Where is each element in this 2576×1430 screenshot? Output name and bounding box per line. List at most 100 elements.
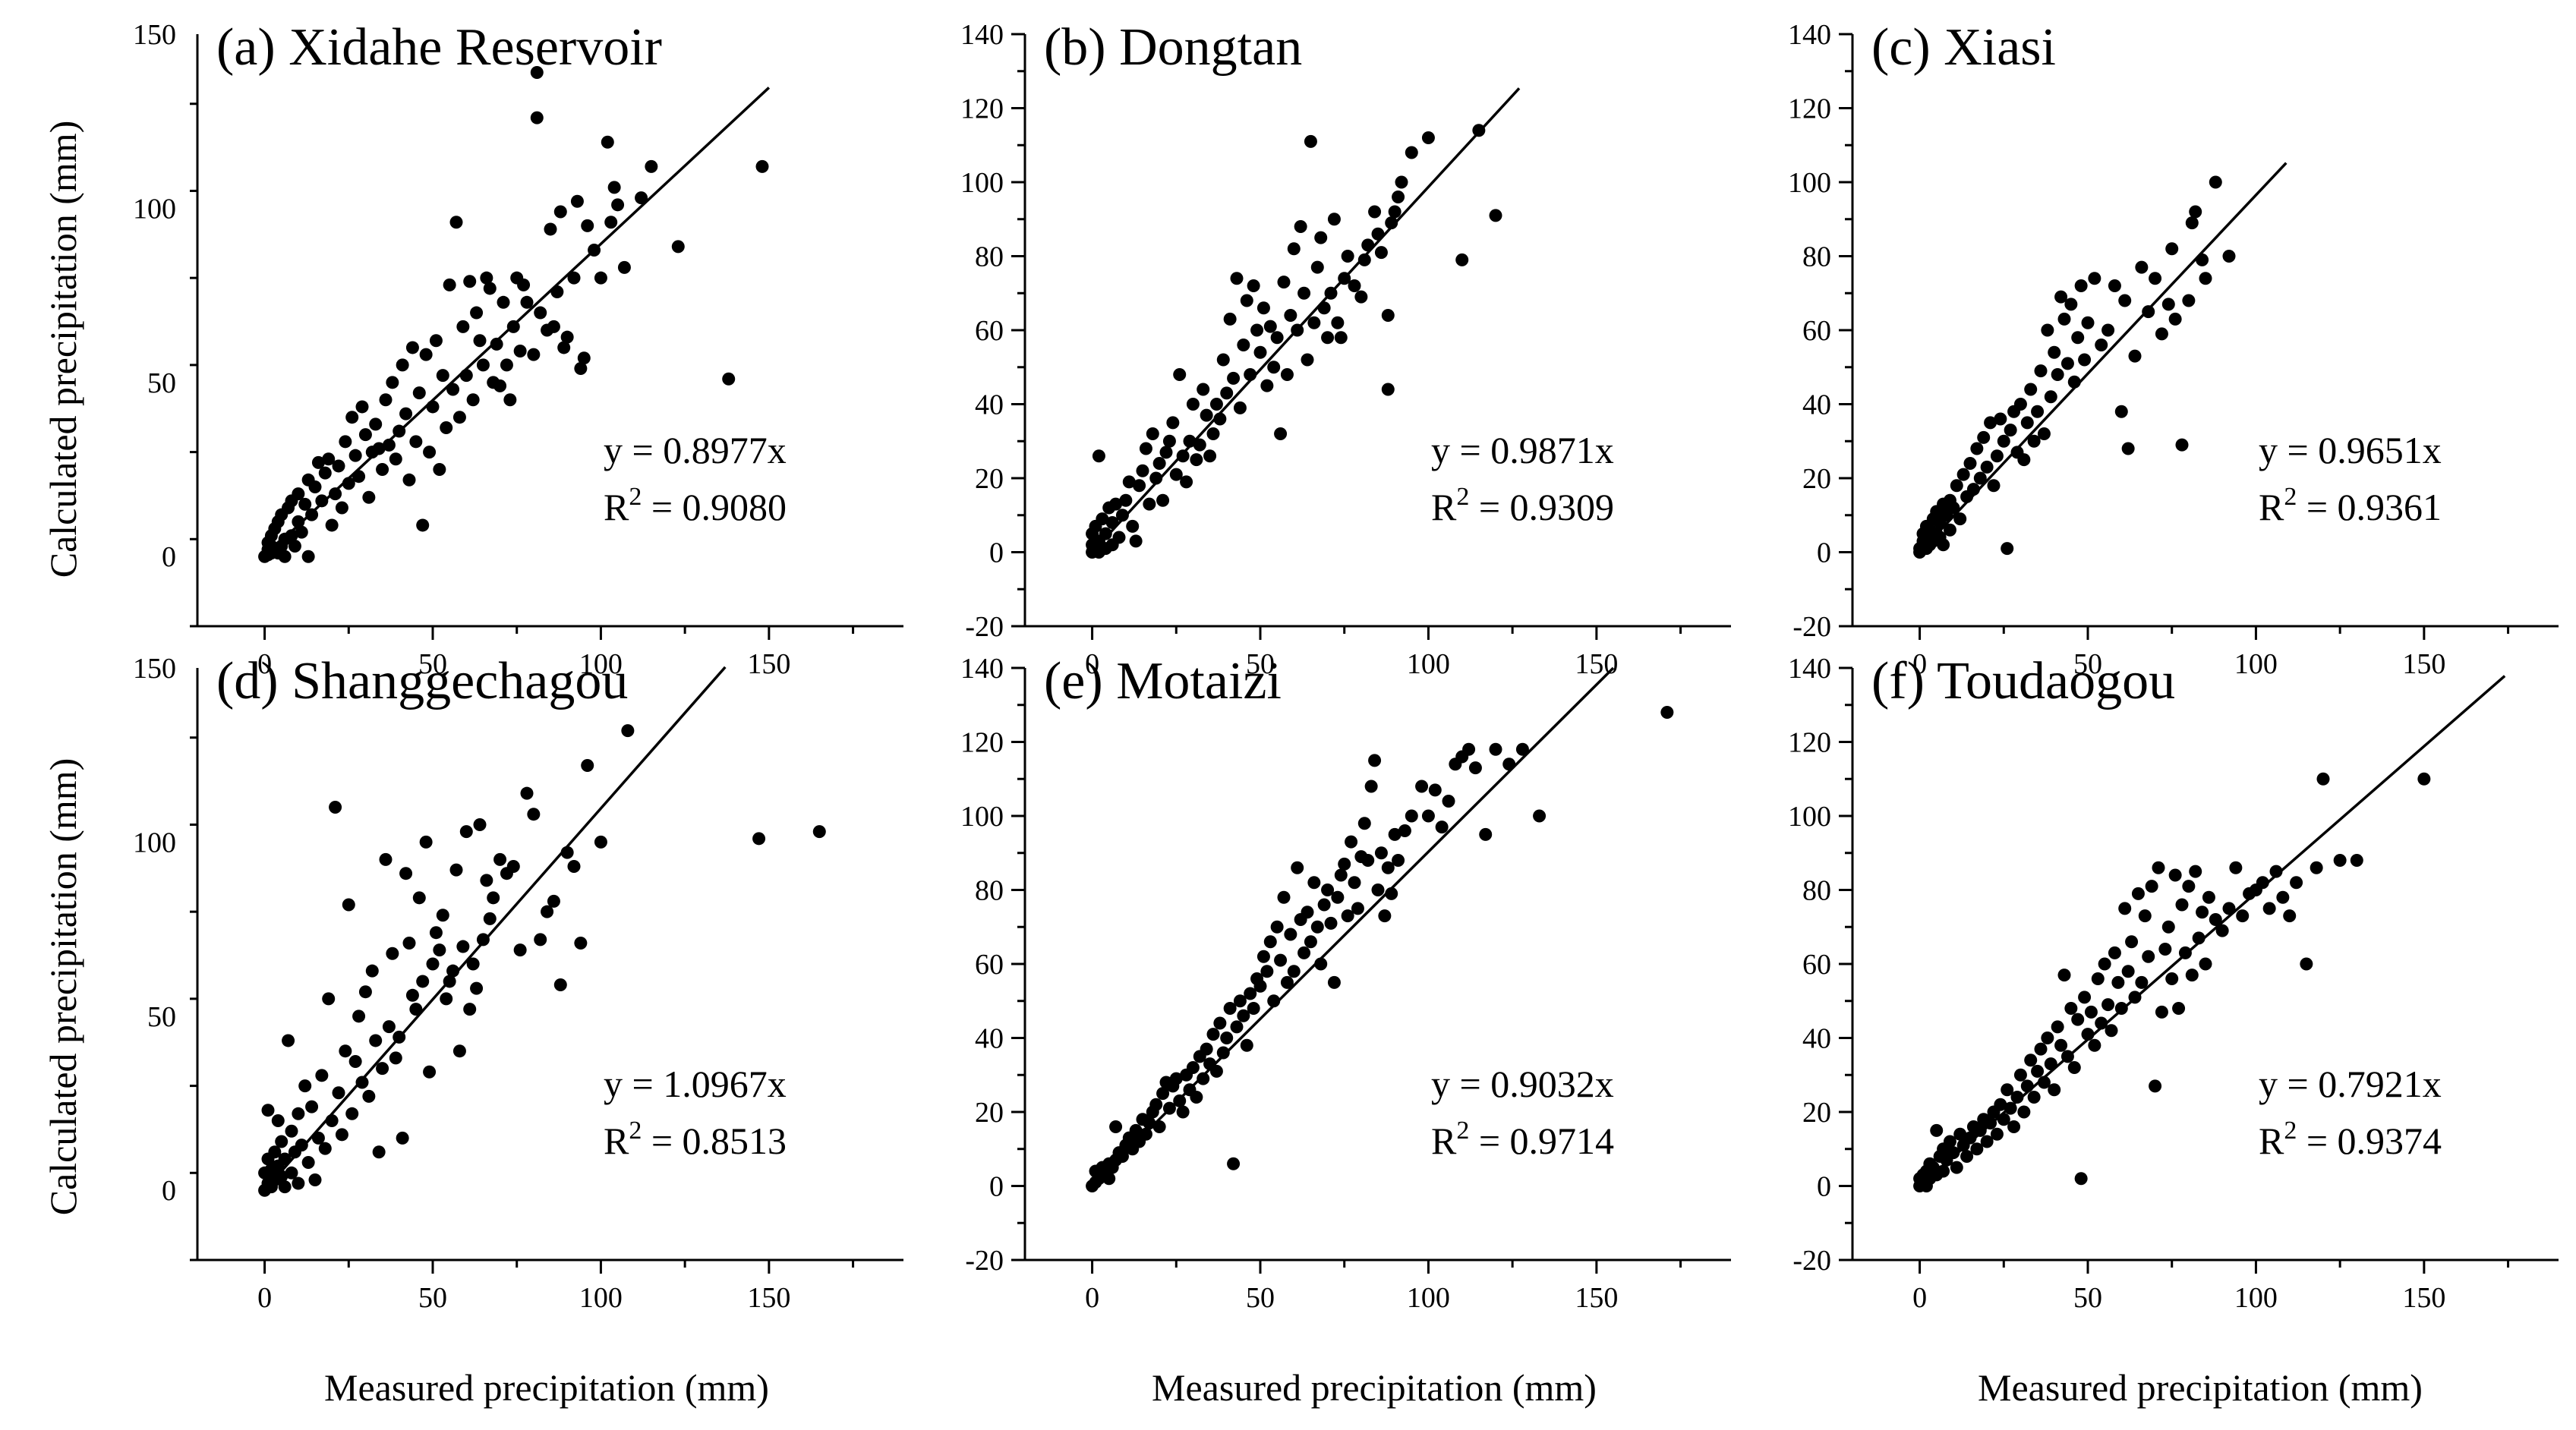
panel-5: -20 0 20 40 60 80 100 120 140 0 50 100 150 (e) Motaiz… xyxy=(960,652,1731,1314)
data-point xyxy=(671,240,685,254)
data-point xyxy=(1186,1061,1200,1074)
y-tick-label: 0 xyxy=(1817,537,1831,569)
data-point xyxy=(412,386,426,400)
data-point xyxy=(1421,809,1435,823)
data-point xyxy=(2088,272,2101,285)
data-point xyxy=(617,260,631,274)
data-point xyxy=(379,852,393,866)
data-point xyxy=(452,411,466,424)
data-point xyxy=(1388,205,1402,219)
data-point xyxy=(443,278,456,291)
data-point xyxy=(1115,509,1129,522)
y-tick-label: 20 xyxy=(975,463,1004,495)
data-point xyxy=(329,801,342,814)
data-point xyxy=(311,455,325,469)
data-point xyxy=(570,194,584,208)
data-point xyxy=(1334,868,1348,882)
data-point xyxy=(1237,339,1250,351)
data-point xyxy=(1385,887,1398,900)
data-point xyxy=(1253,345,1267,359)
data-point xyxy=(352,470,366,483)
data-point xyxy=(1392,854,1405,867)
data-point xyxy=(301,1156,315,1170)
y-tick-label: 20 xyxy=(975,1097,1004,1129)
x-tick-label: 0 xyxy=(1085,1282,1099,1314)
data-point xyxy=(1216,1046,1230,1060)
data-point xyxy=(1291,323,1304,337)
data-point xyxy=(567,860,581,874)
data-point xyxy=(2034,364,2048,378)
data-point xyxy=(1468,761,1482,775)
data-point xyxy=(2098,957,2111,971)
data-point xyxy=(2209,913,2222,926)
data-point xyxy=(295,1139,308,1152)
data-point xyxy=(2128,991,2142,1004)
data-point xyxy=(449,863,463,877)
data-point xyxy=(1515,742,1529,756)
data-point xyxy=(1990,1127,2004,1141)
x-axis-title-middle: Measured precipitation (mm) xyxy=(1152,1366,1597,1409)
data-point xyxy=(1984,416,1997,430)
data-point xyxy=(1109,1120,1123,1133)
data-point xyxy=(1357,253,1371,266)
data-point xyxy=(466,957,480,971)
data-point xyxy=(2290,876,2303,890)
data-point xyxy=(2152,861,2165,874)
data-point xyxy=(581,758,594,772)
data-point xyxy=(1105,516,1119,529)
data-point xyxy=(345,1107,359,1120)
data-point xyxy=(325,1113,339,1127)
data-point xyxy=(1277,276,1291,289)
data-point xyxy=(2189,865,2202,878)
data-point xyxy=(369,1034,383,1047)
r-squared: R2 = 0.9080 xyxy=(604,483,787,528)
data-point xyxy=(1256,301,1270,315)
data-point xyxy=(1381,861,1395,874)
data-point xyxy=(2300,957,2313,971)
data-point xyxy=(1317,301,1331,315)
y-tick-label: 100 xyxy=(1788,801,1831,833)
y-tick-label: 40 xyxy=(1802,389,1831,421)
data-point xyxy=(1227,371,1241,385)
data-point xyxy=(362,1089,376,1103)
data-point xyxy=(1947,1146,1960,1160)
x-tick-label: 50 xyxy=(2073,648,2102,680)
data-point xyxy=(348,1054,362,1068)
data-point xyxy=(322,992,336,1006)
data-point xyxy=(2131,887,2145,900)
data-point xyxy=(544,222,557,236)
data-point xyxy=(1321,331,1335,345)
data-point xyxy=(560,846,574,859)
data-point xyxy=(2161,298,2175,311)
x-tick-label: 100 xyxy=(2234,648,2278,680)
data-point xyxy=(2168,868,2182,882)
data-point xyxy=(446,964,460,978)
y-axis-title-top: Calculated precipitation (mm) xyxy=(42,121,84,578)
data-point xyxy=(490,337,503,351)
data-point xyxy=(574,361,588,375)
data-point xyxy=(1139,442,1152,455)
data-point xyxy=(517,278,531,291)
data-point xyxy=(2048,345,2061,359)
data-point xyxy=(2185,969,2199,982)
data-point xyxy=(2037,427,2051,440)
data-point xyxy=(1994,1098,2007,1111)
x-tick-label: 0 xyxy=(1912,648,1927,680)
data-point xyxy=(1159,446,1173,459)
data-point xyxy=(389,452,402,466)
data-point xyxy=(2222,250,2236,263)
data-point xyxy=(1129,534,1143,548)
data-point xyxy=(423,1065,437,1079)
data-point xyxy=(1361,238,1375,252)
y-tick-label: 60 xyxy=(975,949,1004,981)
data-point xyxy=(376,463,389,477)
data-point xyxy=(1950,1161,1963,1174)
data-point xyxy=(497,295,510,309)
data-point xyxy=(1368,205,1382,219)
y-tick-label: 0 xyxy=(162,1175,176,1207)
data-point xyxy=(1277,890,1291,904)
data-point xyxy=(1421,131,1435,144)
data-point xyxy=(1479,827,1493,841)
data-point xyxy=(1297,946,1311,959)
data-point xyxy=(2041,1032,2054,1044)
